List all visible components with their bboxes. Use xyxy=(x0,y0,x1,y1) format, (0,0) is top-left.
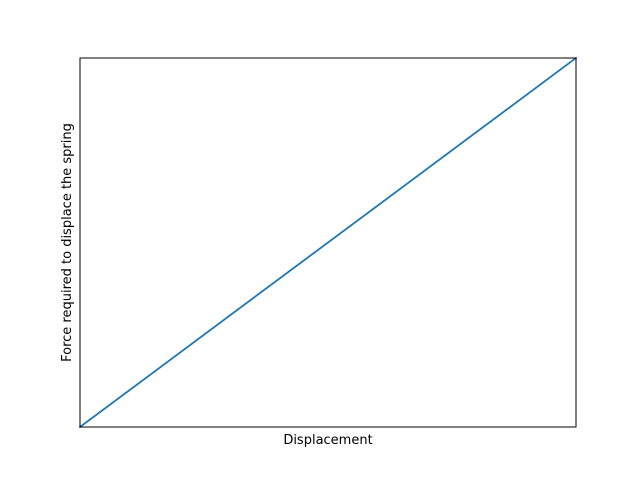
plot-area xyxy=(78,56,578,429)
axes-frame xyxy=(79,57,577,428)
series-line-0 xyxy=(78,56,578,429)
x-axis-label: Displacement xyxy=(283,433,372,448)
y-axis-label: Force required to displace the spring xyxy=(60,123,75,362)
